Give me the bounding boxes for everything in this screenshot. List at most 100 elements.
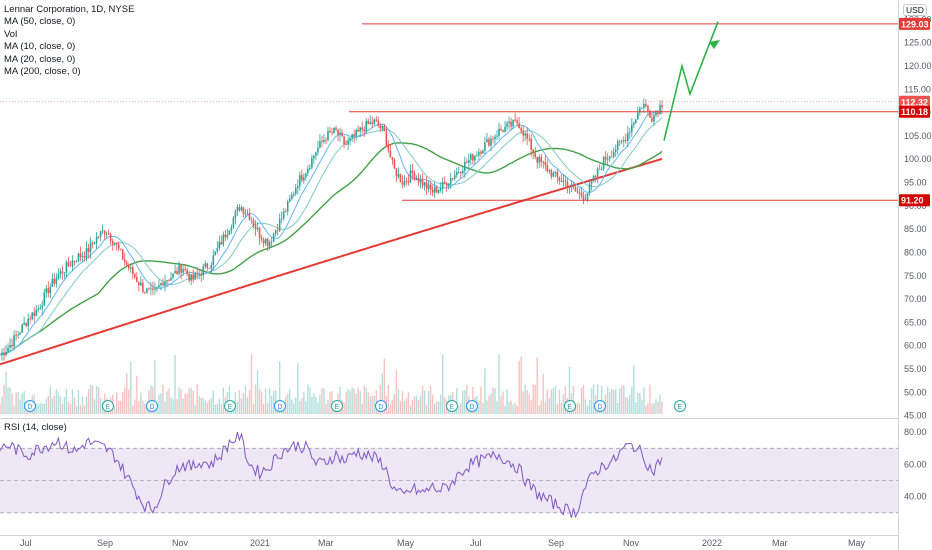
volume-bar [130,361,132,414]
volume-bar [556,403,559,414]
candle-body [472,154,474,161]
volume-bar [174,355,176,414]
volume-bar [132,405,134,414]
event-marker-letter: D [469,404,474,411]
candle-body [608,156,611,159]
ma20-line [0,117,663,356]
volume-bar [347,389,349,414]
volume-bar [357,387,359,414]
candle-body [73,260,76,262]
candle-body [164,281,166,286]
currency-badge[interactable]: USD [903,4,927,16]
chart-legend: Lennar Corporation, 1D, NYSE MA (50, clo… [4,4,134,78]
volume-bar [363,385,365,414]
volume-bar [176,399,178,414]
time-axis-label: Sep [548,538,564,548]
candle-body [321,140,323,142]
volume-bar [93,399,96,414]
candle-body [29,318,31,320]
event-marker-circle [274,400,286,412]
candle-body [381,125,384,129]
volume-bar [389,403,392,414]
candle-body [385,131,388,146]
candle-body [643,103,645,108]
candle-body [369,122,372,125]
candle-body [437,190,440,193]
candle-body [136,277,138,282]
candle-body [202,266,205,276]
volume-bar [661,401,663,414]
candle-body [590,181,593,184]
candle-body [405,180,408,182]
candle-body [455,172,458,176]
volume-bar [367,392,369,414]
candle-body [256,227,259,230]
candle-body [409,170,412,183]
volume-bar [287,393,289,414]
event-marker-circle [594,400,606,412]
candle-body [379,125,382,129]
candle-body [425,182,428,189]
candle-body [504,126,506,132]
candle-body [614,149,617,152]
candle-body [170,277,172,281]
candle-body [494,136,496,140]
volume-bar [51,398,54,414]
candle-body [172,273,174,278]
candle-body [447,183,450,187]
time-axis-label: 2022 [702,538,722,548]
volume-bar [643,387,645,414]
volume-bar [210,398,212,414]
volume-bar [641,400,643,414]
candle-body [659,104,661,115]
candle-body [79,253,82,257]
volume-bar [95,386,98,414]
volume-bar [526,390,528,414]
volume-bar [514,402,516,414]
volume-bar [21,392,23,414]
volume-bar [190,387,192,414]
volume-bar [256,370,259,414]
support-badge-bg [899,194,930,207]
volume-bar [234,391,237,414]
volume-bar [126,373,128,414]
volume-bar [198,395,200,414]
candle-body [331,132,333,134]
volume-bar [293,403,295,414]
volume-bar [57,392,60,414]
volume-bar [488,395,490,414]
volume-bar [359,390,361,414]
volume-bar [395,369,398,414]
volume-bar [417,399,420,414]
candle-body [228,230,231,235]
price-axis-label: 120.00 [904,61,932,71]
volume-bar [582,385,585,414]
candle-body [317,147,319,153]
candle-body [13,335,15,347]
candle-body [622,139,625,142]
volume-bar [15,392,17,414]
candle-body [224,234,227,238]
candle-body [311,158,313,168]
volume-bar [214,404,217,414]
candle-body [258,227,261,239]
candle-body [327,130,329,141]
price-axis-label: 85.00 [904,224,927,234]
candle-body [176,271,178,274]
candle-body [572,184,575,188]
volume-bar [502,391,504,414]
volume-bar [441,354,444,414]
volume-bar [81,396,84,414]
volume-bar [19,399,21,414]
price-axis-label: 100.00 [904,154,932,164]
rsi-axis-label: 60.00 [904,459,927,469]
candle-body [53,278,56,284]
volume-bar [500,395,502,414]
candle-body [413,173,416,180]
candle-body [296,186,299,188]
candle-body [244,213,247,215]
candle-body [182,269,184,273]
candle-body [544,162,547,165]
candle-body [592,175,595,182]
